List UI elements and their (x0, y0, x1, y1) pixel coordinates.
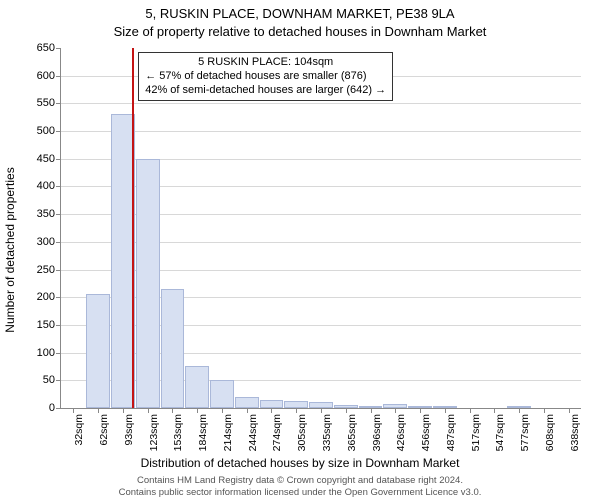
bar (185, 366, 209, 408)
ytick-label: 250 (37, 264, 61, 276)
footer-line2: Contains public sector information licen… (0, 487, 600, 498)
ytick-label: 500 (37, 125, 61, 137)
reference-line (132, 48, 134, 408)
ytick-label: 600 (37, 70, 61, 82)
xtick-mark (321, 408, 322, 413)
xtick-label: 547sqm (494, 414, 506, 451)
xtick-mark (296, 408, 297, 413)
xtick-label: 244sqm (247, 414, 259, 451)
plot-area: 0501001502002503003504004505005506006503… (60, 48, 581, 409)
bar (111, 114, 135, 408)
xtick-mark (519, 408, 520, 413)
gridline (61, 131, 581, 132)
xtick-mark (445, 408, 446, 413)
ytick-label: 0 (49, 402, 61, 414)
xtick-mark (346, 408, 347, 413)
xtick-label: 93sqm (123, 414, 135, 446)
xtick-mark (470, 408, 471, 413)
xtick-mark (371, 408, 372, 413)
xtick-mark (148, 408, 149, 413)
bar (210, 380, 234, 408)
xtick-mark (222, 408, 223, 413)
annot-line3: 42% of semi-detached houses are larger (… (145, 84, 386, 98)
annot-line1: 5 RUSKIN PLACE: 104sqm (145, 56, 386, 70)
bar (161, 289, 185, 408)
ytick-label: 50 (43, 374, 61, 386)
ytick-label: 200 (37, 291, 61, 303)
xtick-label: 396sqm (371, 414, 383, 451)
xtick-label: 608sqm (544, 414, 556, 451)
xtick-label: 335sqm (321, 414, 333, 451)
xtick-mark (494, 408, 495, 413)
xtick-label: 517sqm (470, 414, 482, 451)
xtick-mark (395, 408, 396, 413)
xtick-mark (569, 408, 570, 413)
xtick-mark (420, 408, 421, 413)
ytick-label: 150 (37, 319, 61, 331)
gridline (61, 103, 581, 104)
y-axis-label: Number of detached properties (3, 167, 17, 332)
xtick-label: 32sqm (73, 414, 85, 446)
xtick-mark (123, 408, 124, 413)
ytick-label: 550 (37, 97, 61, 109)
ytick-label: 350 (37, 208, 61, 220)
bar (86, 294, 110, 408)
xtick-mark (544, 408, 545, 413)
xtick-label: 426sqm (395, 414, 407, 451)
xtick-label: 577sqm (519, 414, 531, 451)
footer-line1: Contains HM Land Registry data © Crown c… (0, 475, 600, 486)
ytick-label: 300 (37, 236, 61, 248)
xtick-mark (98, 408, 99, 413)
xtick-mark (247, 408, 248, 413)
xtick-label: 305sqm (296, 414, 308, 451)
xtick-label: 274sqm (271, 414, 283, 451)
bar (284, 401, 308, 408)
chart-title-line2: Size of property relative to detached ho… (0, 24, 600, 39)
ytick-label: 100 (37, 347, 61, 359)
xtick-mark (197, 408, 198, 413)
annotation-box: 5 RUSKIN PLACE: 104sqm← 57% of detached … (138, 52, 393, 101)
xtick-label: 365sqm (346, 414, 358, 451)
xtick-label: 153sqm (172, 414, 184, 451)
xtick-label: 184sqm (197, 414, 209, 451)
chart-title-line1: 5, RUSKIN PLACE, DOWNHAM MARKET, PE38 9L… (0, 6, 600, 21)
x-axis-label: Distribution of detached houses by size … (0, 456, 600, 470)
xtick-mark (271, 408, 272, 413)
footer-attribution: Contains HM Land Registry data © Crown c… (0, 475, 600, 498)
xtick-label: 487sqm (445, 414, 457, 451)
bar (260, 400, 284, 408)
ytick-label: 450 (37, 153, 61, 165)
xtick-label: 638sqm (569, 414, 581, 451)
bar (235, 397, 259, 408)
xtick-mark (172, 408, 173, 413)
ytick-label: 650 (37, 42, 61, 54)
annot-line2: ← 57% of detached houses are smaller (87… (145, 70, 386, 84)
xtick-label: 123sqm (148, 414, 160, 451)
xtick-label: 62sqm (98, 414, 110, 446)
ytick-label: 400 (37, 180, 61, 192)
xtick-label: 214sqm (222, 414, 234, 451)
xtick-mark (73, 408, 74, 413)
xtick-label: 456sqm (420, 414, 432, 451)
bar (136, 159, 160, 408)
